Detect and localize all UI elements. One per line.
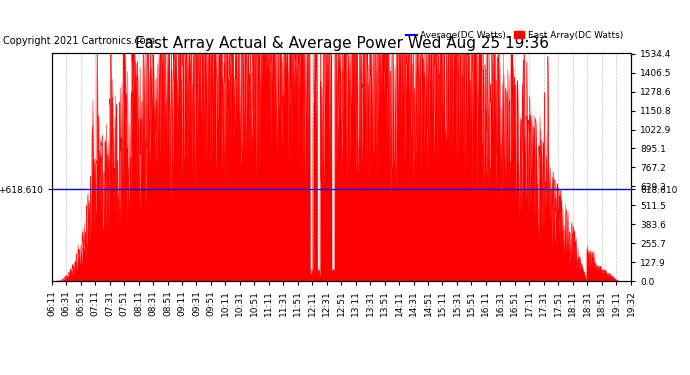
- Title: East Array Actual & Average Power Wed Aug 25 19:36: East Array Actual & Average Power Wed Au…: [135, 36, 549, 51]
- Text: Copyright 2021 Cartronics.com: Copyright 2021 Cartronics.com: [3, 36, 155, 46]
- Legend: Average(DC Watts), East Array(DC Watts): Average(DC Watts), East Array(DC Watts): [402, 27, 627, 44]
